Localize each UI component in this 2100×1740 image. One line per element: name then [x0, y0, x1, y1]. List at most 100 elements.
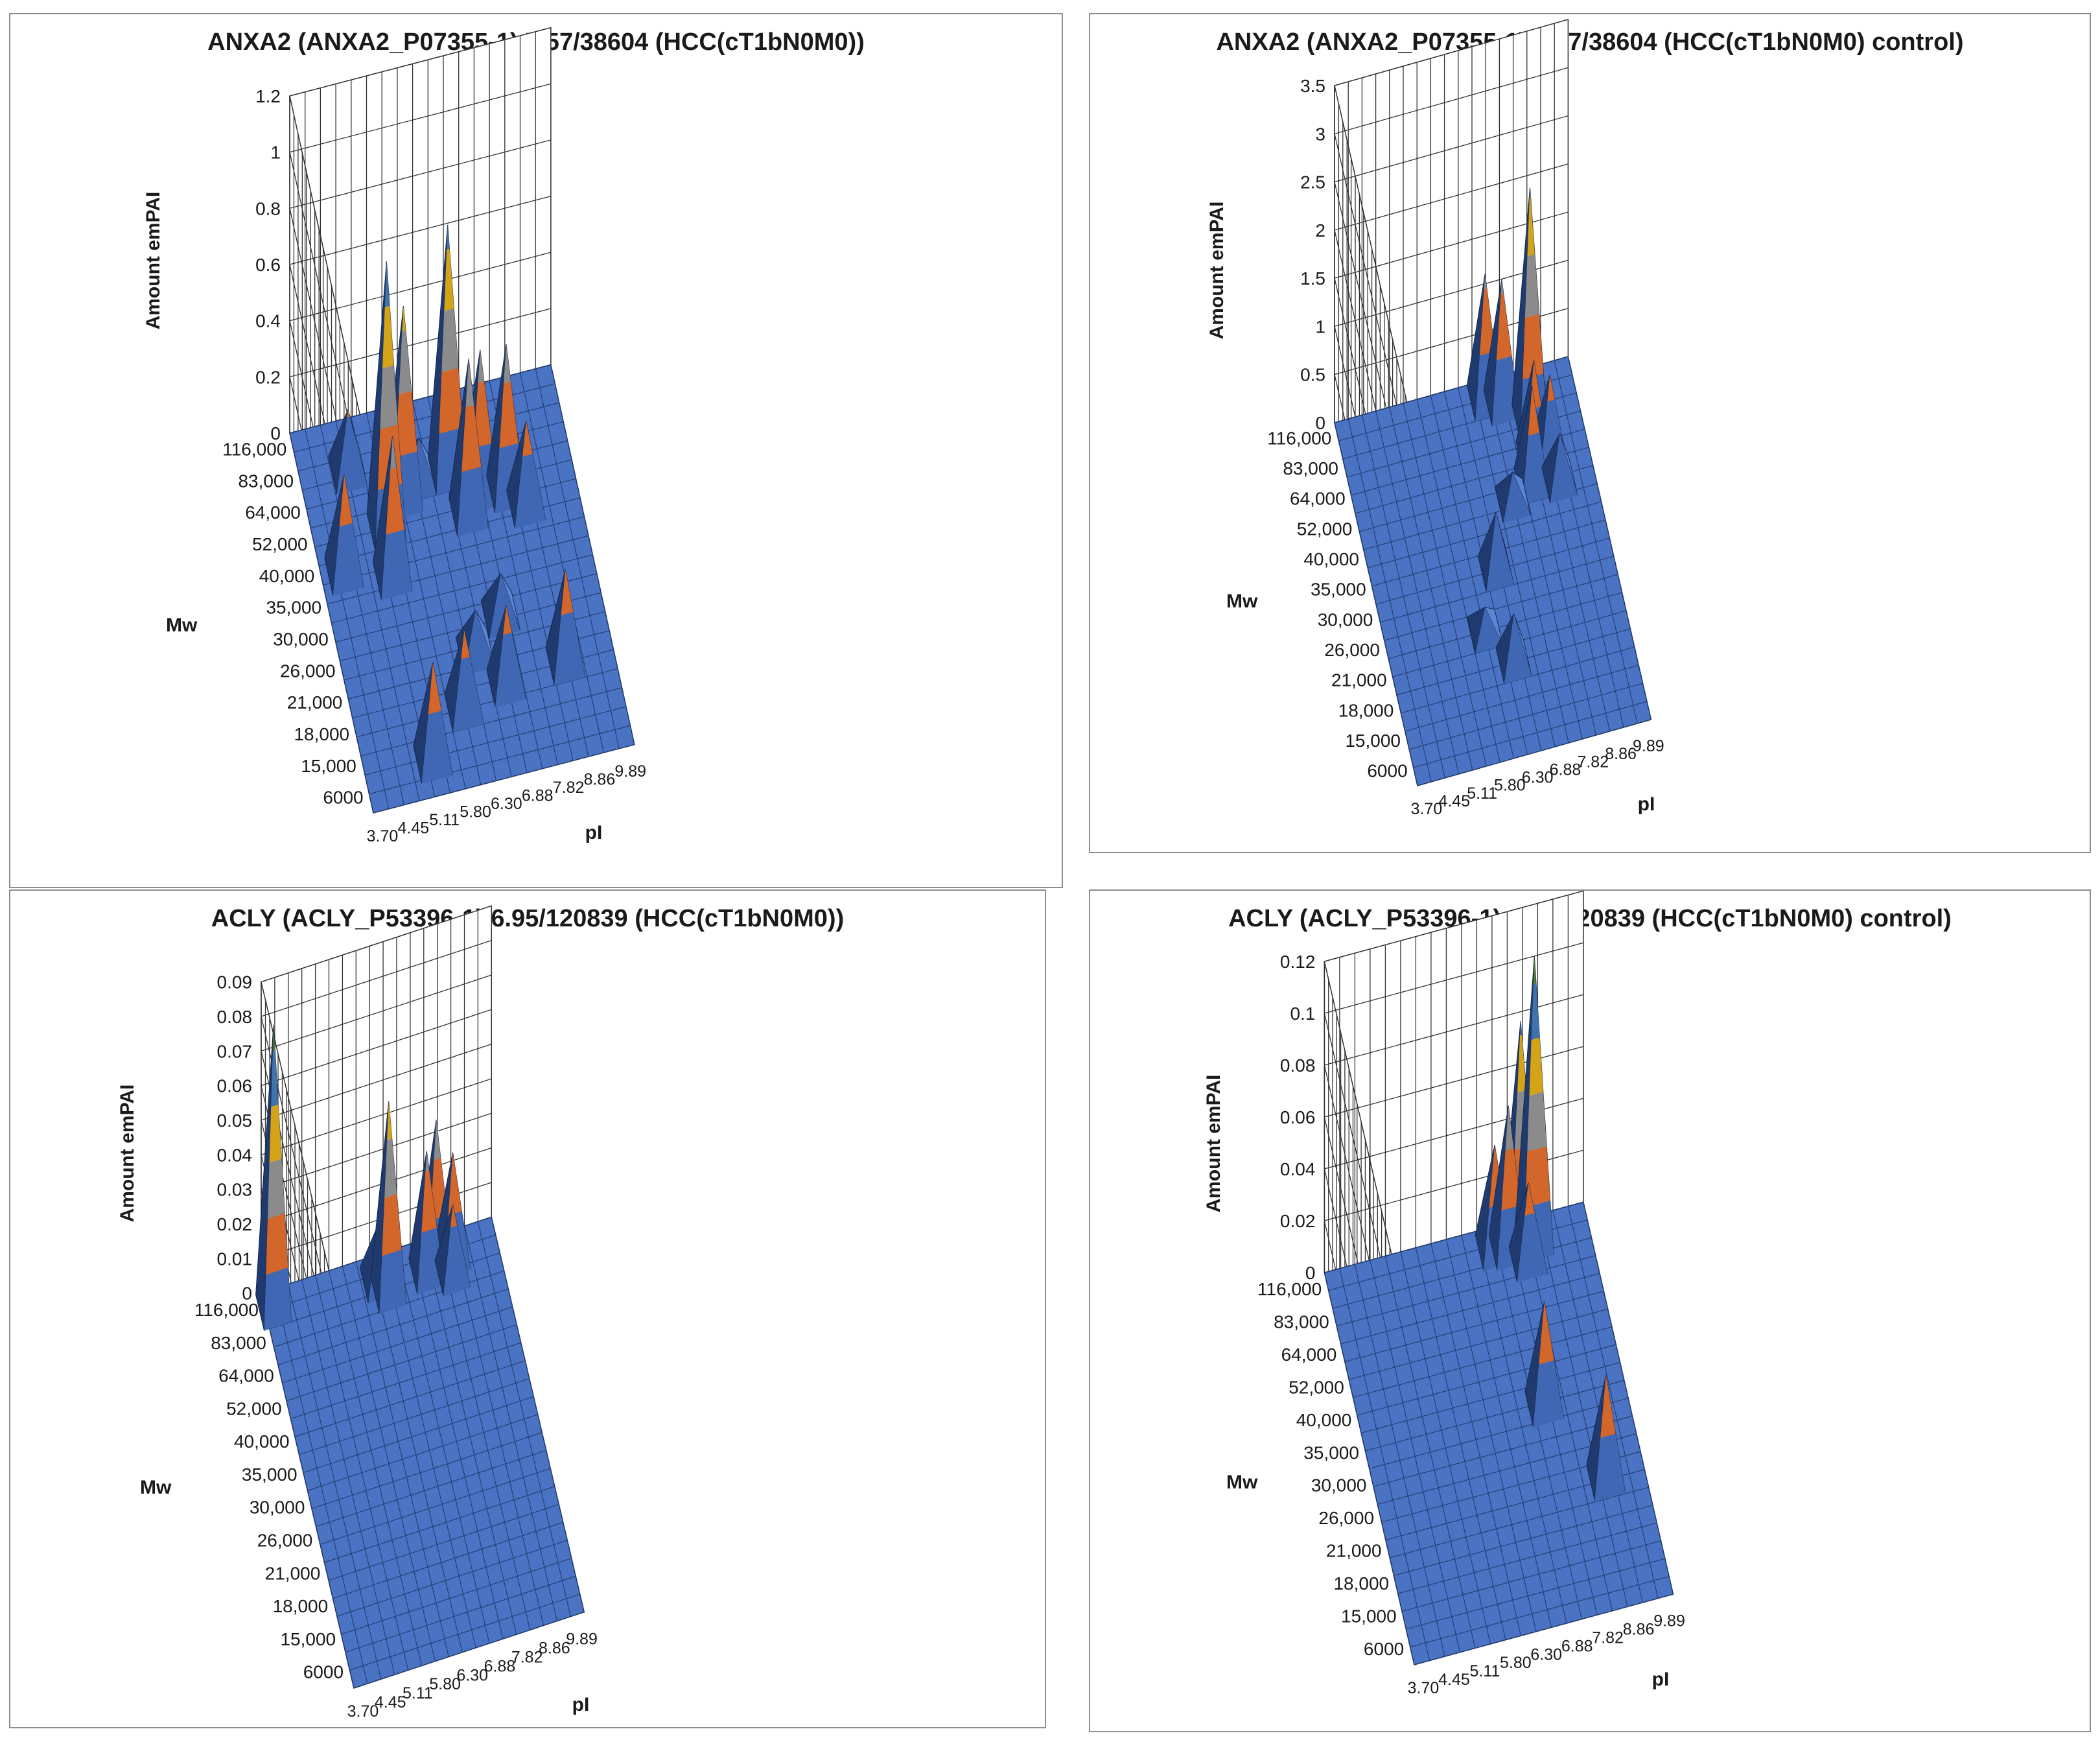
mw-tick-label: 52,000 [1289, 1377, 1344, 1397]
z-tick-label: 0.08 [217, 1007, 253, 1027]
peak-band [554, 612, 585, 685]
z-tick-label: 2 [1315, 220, 1325, 241]
peak [1541, 432, 1578, 504]
peak-band [399, 330, 412, 394]
peak-band [457, 467, 489, 537]
peak-face-left [1475, 1144, 1495, 1271]
z-tick-label: 0 [242, 1284, 252, 1304]
floor-gridline [320, 1468, 551, 1545]
peak-band [1550, 433, 1578, 504]
peak-band [447, 224, 450, 250]
pi-tick-label: 3.70 [347, 1702, 379, 1721]
floor-gridline [369, 725, 631, 795]
peak [444, 629, 484, 733]
z-tick-label: 0 [270, 423, 281, 443]
pi-tick-label: 6.30 [1530, 1645, 1562, 1664]
chart-title: ACLY (ACLY_P53396-1) 6.95/120839 (HCC(cT… [1228, 905, 1952, 932]
mw-tick-label: 26,000 [1318, 1508, 1374, 1528]
mw-tick-label: 52,000 [226, 1398, 282, 1418]
mw-tick-label: 83,000 [238, 471, 294, 491]
floor-gridline [1340, 1273, 1600, 1345]
chart-svg: 0 0.5 1 1.5 2 2.5 3 3.5 116,000 83,000 64,000 52,00… [1206, 19, 1664, 818]
peak-face-left [1477, 512, 1497, 593]
mw-tick-label: 26,000 [1324, 640, 1380, 660]
floor-gridline [1369, 1398, 1629, 1470]
pi-tick-label: 6.88 [522, 786, 554, 805]
peak-band [473, 381, 492, 448]
peak-band [1533, 956, 1536, 984]
floor-gridline [323, 516, 585, 585]
mw-tick-label: 83,000 [211, 1333, 266, 1353]
pi-tick-label: 7.82 [1592, 1628, 1624, 1647]
floor-gridline [277, 1288, 509, 1365]
floor [1324, 1201, 1674, 1665]
peak-face-left [1488, 1105, 1509, 1271]
mw-tick-label: 40,000 [259, 566, 315, 586]
floor-gridline [1373, 1415, 1633, 1487]
z-gridline [1334, 19, 1569, 449]
pi-tick-label: 9.89 [566, 1630, 598, 1649]
pi-tick-label: 9.89 [614, 762, 646, 781]
peak [1586, 1374, 1626, 1501]
floor-gridline [327, 535, 589, 605]
peak-band [267, 1158, 285, 1219]
pi-tick-label: 5.80 [460, 803, 491, 821]
peak-face-right [1495, 512, 1515, 585]
z-axis-title: Amount emPAI [117, 1085, 138, 1223]
peak-band [1475, 607, 1503, 653]
floor-gridline [1357, 1344, 1616, 1416]
pi-tick-label: 4.45 [398, 819, 430, 837]
peak [480, 573, 520, 639]
z-tick-label: 0.08 [1280, 1055, 1316, 1076]
peak-band [1527, 194, 1535, 257]
floor-gridline [1401, 1540, 1661, 1612]
peak-band [439, 368, 463, 434]
peak-band [1533, 1360, 1564, 1428]
mw-tick-label: 18,000 [294, 724, 349, 744]
z-tick-label: 0 [1305, 1263, 1316, 1283]
peak-band [1522, 432, 1550, 505]
peak-band [264, 1267, 292, 1331]
peak [413, 662, 453, 784]
peak-band [1547, 375, 1555, 402]
peak-face-left [366, 261, 387, 552]
floor-gridline [299, 1378, 530, 1455]
floor-gridline [290, 1342, 521, 1420]
floor [261, 1216, 585, 1689]
peaks [1475, 956, 1626, 1501]
peak-band [387, 1101, 392, 1140]
mw-tick-label: 15,000 [301, 756, 356, 776]
floor-gridline [345, 1575, 576, 1653]
peak-band [1531, 983, 1540, 1040]
peak-band [489, 573, 520, 639]
peak-band [395, 390, 417, 458]
mw-tick-label: 64,000 [1281, 1345, 1337, 1365]
z-tick-label: 0.06 [217, 1076, 253, 1096]
peak-band [382, 305, 394, 368]
z-tick-label: 0.1 [1290, 1004, 1315, 1024]
mw-axis-title: Mw [166, 615, 198, 636]
pi-axis: 3.704.455.115.806.306.887.828.869.89 [1411, 737, 1664, 818]
pi-tick-label: 5.80 [1494, 777, 1526, 795]
chart-panel-anxa2-control: ANXA2 (ANXA2_P07355-1) 7.57/38604 (HCC(c… [1089, 13, 2091, 853]
peak-band [269, 1104, 282, 1163]
chart-panel-anxa2-hcc: ANXA2 (ANXA2_P07355-1) 7.57/38604 (HCC(c… [9, 13, 1063, 888]
floor-gridline [1417, 719, 1651, 786]
peak-band [504, 344, 511, 384]
peaks [255, 1024, 471, 1331]
z-gridline [1324, 891, 1584, 1354]
mw-tick-label: 40,000 [234, 1431, 290, 1452]
peak-band [448, 1152, 462, 1216]
mw-tick-label: 30,000 [273, 629, 329, 649]
peak-band [450, 1205, 458, 1228]
z-tick-label: 1 [1315, 316, 1325, 336]
floor-gridline [1397, 1522, 1657, 1594]
pi-tick-label: 6.30 [491, 795, 522, 813]
peak-face-left [255, 1024, 274, 1331]
z-tick-label: 1 [270, 143, 281, 163]
mw-axis: 116,000 83,000 64,000 52,000 40,000 35,000 30,… [194, 1300, 344, 1682]
peak-face-left [1541, 432, 1560, 504]
peak-face-left [1494, 471, 1513, 524]
